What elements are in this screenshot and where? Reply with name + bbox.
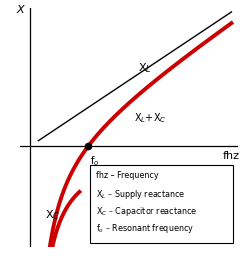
Text: fhz: fhz (223, 151, 240, 161)
Text: f$_o$ – Resonant frequency: f$_o$ – Resonant frequency (97, 223, 195, 236)
FancyBboxPatch shape (90, 165, 233, 243)
Text: X$_L$+X$_C$: X$_L$+X$_C$ (134, 111, 166, 125)
Text: X$_C$ – Capacitor reactance: X$_C$ – Capacitor reactance (97, 205, 198, 218)
Text: X$_C$: X$_C$ (45, 209, 60, 222)
Text: X$_L$: X$_L$ (138, 61, 152, 75)
Text: X$_L$ – Supply reactance: X$_L$ – Supply reactance (97, 188, 186, 202)
Text: fhz – Frequency: fhz – Frequency (97, 171, 159, 180)
Text: X: X (16, 5, 24, 15)
Text: f$_o$: f$_o$ (90, 154, 99, 168)
